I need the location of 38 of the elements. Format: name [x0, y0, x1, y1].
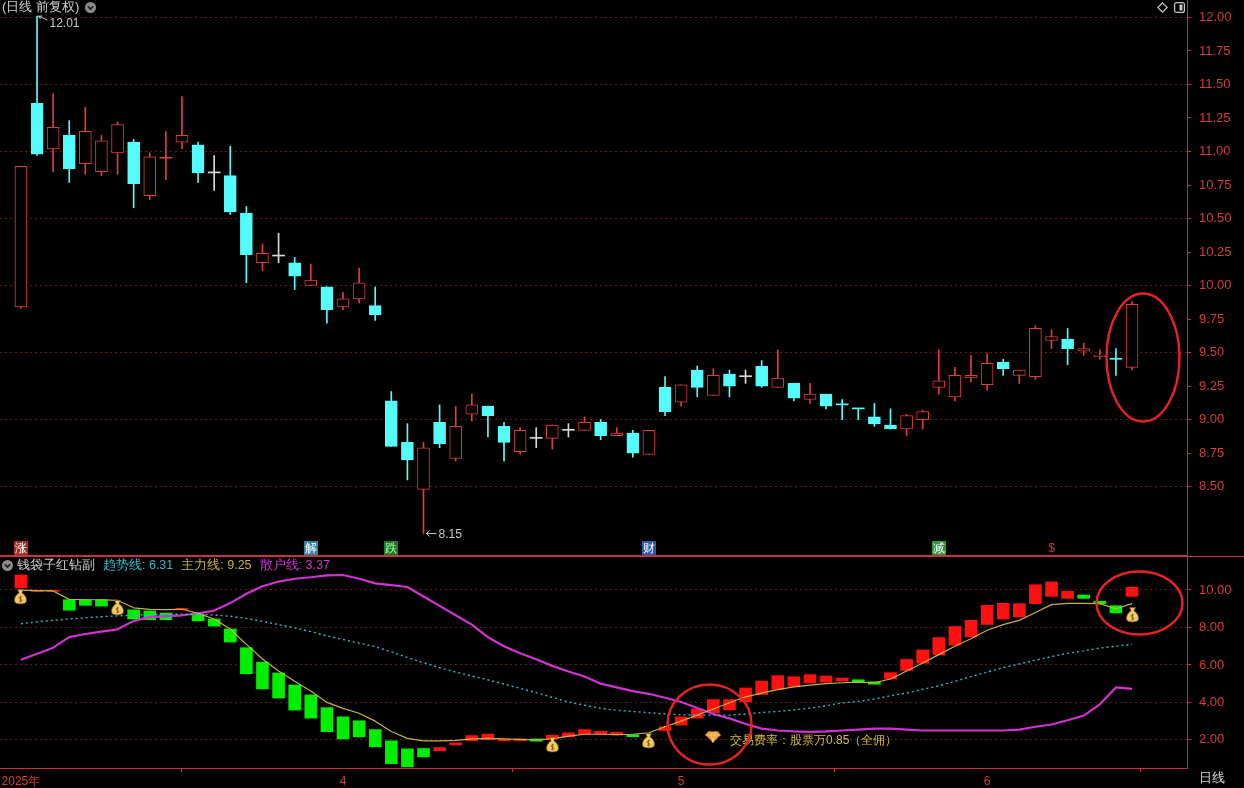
- y-tick-label: 11.75: [1199, 42, 1231, 58]
- y-tick-label: 6.00: [1199, 656, 1225, 672]
- annotation: 跌: [384, 541, 399, 555]
- y-tick-label: 10.25: [1199, 243, 1232, 259]
- annotation: 财: [641, 541, 656, 555]
- x-tick-label: 5: [677, 773, 685, 788]
- y-tick-label: 4.00: [1199, 693, 1225, 709]
- text: 日线: [1199, 770, 1225, 785]
- y-tick-label: 10.00: [1199, 581, 1232, 597]
- y-tick-label: 8.00: [1199, 619, 1225, 635]
- chart-title: 钱袋子红钻副: [17, 557, 95, 572]
- text: 趋势线: 6.31: [103, 558, 174, 572]
- y-tick-label: 9.25: [1199, 377, 1225, 393]
- annotation: 减: [931, 541, 946, 555]
- y-tick-label: 11.00: [1199, 143, 1231, 159]
- y-tick-label: 8.50: [1199, 478, 1225, 494]
- x-tick-label: 4: [339, 773, 347, 788]
- annotation: 解: [303, 541, 318, 555]
- y-tick-label: 9.50: [1199, 344, 1225, 360]
- y-tick-label: 10.00: [1199, 277, 1232, 293]
- x-tick-label: 6: [983, 773, 991, 788]
- y-tick-label: 2.00: [1199, 731, 1225, 747]
- y-tick-label: 8.75: [1199, 444, 1225, 460]
- y-tick-label: 9.00: [1199, 411, 1225, 427]
- y-tick-label: 9.75: [1199, 310, 1225, 326]
- annotation: 12.01: [49, 16, 80, 31]
- y-tick-label: 10.75: [1199, 176, 1232, 192]
- annotation: 涨: [13, 541, 28, 555]
- annotation: 8.15: [438, 526, 463, 541]
- x-tick-label: 2025年: [1, 773, 41, 788]
- y-tick-label: 12.00: [1199, 9, 1232, 25]
- y-tick-label: 11.50: [1199, 76, 1231, 92]
- chart-title: (日线 前复权): [2, 0, 80, 14]
- y-tick-label: 10.50: [1199, 210, 1232, 226]
- y-tick-label: 11.25: [1199, 109, 1231, 125]
- annotation: $: [1047, 541, 1056, 555]
- text: 主力线: 9.25: [181, 558, 252, 572]
- series-label: 散户线: 3.37: [259, 558, 330, 572]
